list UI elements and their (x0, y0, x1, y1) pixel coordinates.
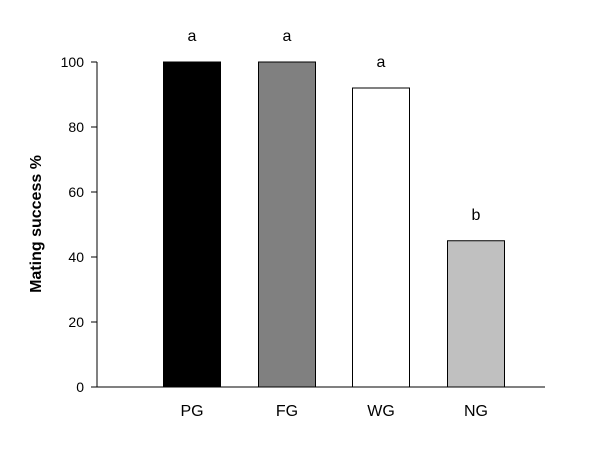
y-tick-label: 0 (76, 379, 84, 395)
bars (163, 61, 505, 388)
significance-label: a (377, 54, 386, 71)
y-tick-label: 60 (68, 184, 84, 200)
bar-ng (447, 240, 505, 388)
bar-fg (258, 61, 316, 388)
labels: PG a FG a WG a NG b (180, 28, 488, 420)
y-tick-label: 80 (68, 119, 84, 135)
significance-label: a (188, 28, 197, 45)
y-tick-label: 40 (68, 249, 84, 265)
x-tick-label: FG (276, 403, 298, 420)
bar-pg (163, 61, 221, 388)
significance-label: b (472, 207, 481, 224)
y-axis-title: Mating success % (28, 155, 45, 293)
bar-wg (352, 87, 410, 388)
significance-label: a (283, 28, 292, 45)
y-tick-label: 20 (68, 314, 84, 330)
x-tick-label: WG (367, 403, 395, 420)
y-tick-label: 100 (61, 54, 85, 70)
x-tick-label: PG (180, 403, 203, 420)
x-tick-label: NG (464, 403, 488, 420)
